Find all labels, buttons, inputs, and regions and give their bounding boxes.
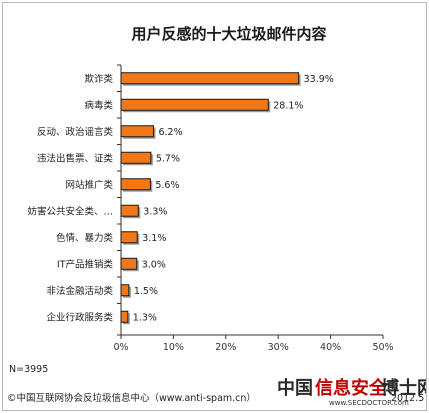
bar [120,204,139,217]
category-label: 非法金融活动类 [46,285,113,297]
bar [120,151,152,164]
watermark-text-1: 中国 [277,377,313,399]
x-tick-label: 0% [113,342,128,353]
bar [120,178,151,191]
category-label: 色情、暴力类 [56,232,114,244]
value-label: 1.5% [134,286,158,297]
value-label: 3.3% [143,206,167,217]
x-tick-label: 20% [215,342,236,353]
source-credit: ©中国互联网协会反垃圾信息中心（www.anti-spam.cn） [7,392,256,404]
chart-title: 用户反感的十大垃圾邮件内容 [131,25,326,43]
watermark-text-3: 博士网 [381,377,426,399]
sample-size-note: N=3995 [9,364,48,375]
bar [120,72,300,85]
category-label: 企业行政服务类 [46,311,113,323]
bar [120,98,269,111]
bar [120,231,138,244]
x-tick-label: 30% [268,342,289,353]
x-tick-label: 50% [372,342,393,353]
category-label: 欺诈类 [84,73,113,85]
x-tick-label: 40% [320,342,341,353]
bar [120,257,138,270]
category-label: IT产品推销类 [57,258,114,270]
date-label: 2012.5 [391,393,424,404]
value-label: 3.1% [142,233,166,244]
bar-chart: 用户反感的十大垃圾邮件内容 0% 10% 20% 30% 40% 50% 欺诈类 33.9% 病… [7,25,426,407]
bar [120,125,154,138]
category-label: 网站推广类 [65,179,113,191]
value-label: 3.0% [142,259,166,270]
category-label: 违法出售票、证类 [37,152,114,164]
value-label: 6.2% [158,127,182,138]
value-label: 28.1% [273,100,303,111]
bar [120,310,129,323]
watermark: 中国 信息安全 博士网 www.SECDOCTOR.com [277,377,426,407]
plot-area: 0% 10% 20% 30% 40% 50% 欺诈类 33.9% 病毒类 28.1% 反动、政治谣言… [27,64,394,353]
category-label: 病毒类 [84,99,113,111]
watermark-url: www.SECDOCTOR.com [329,399,409,407]
bar [120,284,130,297]
category-label: 妨害公共安全类、… [27,205,113,217]
watermark-text-2: 信息安全 [315,377,388,399]
value-label: 5.6% [155,180,179,191]
value-label: 1.3% [133,312,157,323]
category-label: 反动、政治谣言类 [37,126,114,138]
value-label: 33.9% [304,74,334,85]
x-tick-label: 10% [163,342,184,353]
value-label: 5.7% [156,153,180,164]
